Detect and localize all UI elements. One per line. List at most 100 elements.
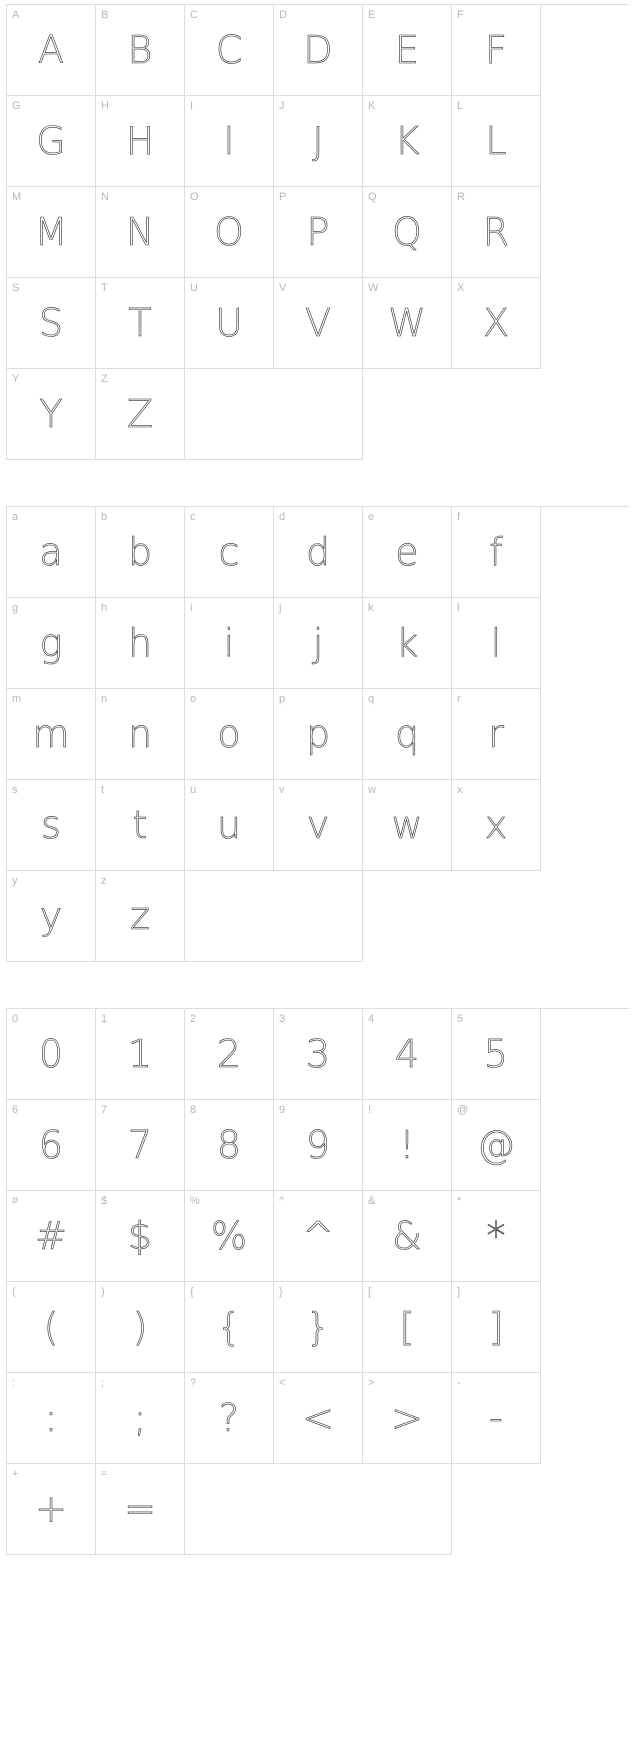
glyph-cell: == bbox=[96, 1464, 185, 1555]
glyph-cell: ff bbox=[452, 507, 541, 598]
cell-label: ; bbox=[101, 1377, 104, 1389]
cell-label: 5 bbox=[457, 1013, 463, 1025]
glyph: l bbox=[491, 624, 502, 662]
glyph-cell: ++ bbox=[7, 1464, 96, 1555]
section-numbers-symbols: 00112233445566778899!!@@##$$%%^^&&**(())… bbox=[6, 1008, 634, 1555]
cell-label: e bbox=[368, 511, 374, 523]
glyph-cell: >> bbox=[363, 1373, 452, 1464]
cell-label: C bbox=[190, 9, 198, 21]
cell-label: c bbox=[190, 511, 196, 523]
glyph-cell: WW bbox=[363, 278, 452, 369]
cell-label: 1 bbox=[101, 1013, 107, 1025]
glyph-cell: ee bbox=[363, 507, 452, 598]
glyph: @ bbox=[477, 1126, 515, 1164]
cell-label: H bbox=[101, 100, 109, 112]
section-lowercase: aabbccddeeffgghhiijjkkllmmnnooppqqrrsstt… bbox=[6, 506, 634, 962]
glyph: 1 bbox=[128, 1035, 152, 1073]
glyph-cell: FF bbox=[452, 5, 541, 96]
glyph: 6 bbox=[39, 1126, 63, 1164]
cell-label: n bbox=[101, 693, 107, 705]
cell-label: W bbox=[368, 282, 378, 294]
cell-label: a bbox=[12, 511, 18, 523]
glyph-cell: tt bbox=[96, 780, 185, 871]
glyph-cell: NN bbox=[96, 187, 185, 278]
cell-label: Q bbox=[368, 191, 377, 203]
glyph: h bbox=[128, 624, 152, 662]
glyph-cell: EE bbox=[363, 5, 452, 96]
cell-label: # bbox=[12, 1195, 18, 1207]
cell-label: 0 bbox=[12, 1013, 18, 1025]
cell-label: 4 bbox=[368, 1013, 374, 1025]
cell-label: G bbox=[12, 100, 21, 112]
glyph-cell: }} bbox=[274, 1282, 363, 1373]
glyph-cell: 66 bbox=[7, 1100, 96, 1191]
glyph: x bbox=[485, 806, 508, 844]
cell-label: + bbox=[12, 1468, 18, 1480]
glyph-cell: kk bbox=[363, 598, 452, 689]
glyph: u bbox=[217, 806, 241, 844]
glyph-cell: ]] bbox=[452, 1282, 541, 1373]
cell-label: S bbox=[12, 282, 19, 294]
glyph-cell: qq bbox=[363, 689, 452, 780]
glyph: Y bbox=[39, 395, 62, 433]
glyph: 5 bbox=[484, 1035, 508, 1073]
cell-label: V bbox=[279, 282, 286, 294]
cell-label: * bbox=[457, 1195, 461, 1207]
glyph: * bbox=[487, 1217, 506, 1255]
cell-label: Z bbox=[101, 373, 108, 385]
glyph-cell: ss bbox=[7, 780, 96, 871]
glyph-cell: LL bbox=[452, 96, 541, 187]
glyph: G bbox=[36, 122, 65, 160]
cell-label: b bbox=[101, 511, 107, 523]
glyph-cell: zz bbox=[96, 871, 185, 962]
glyph-cell: XX bbox=[452, 278, 541, 369]
glyph-cell: oo bbox=[185, 689, 274, 780]
cell-label: < bbox=[279, 1377, 285, 1389]
glyph-cell: )) bbox=[96, 1282, 185, 1373]
glyph-cell: TT bbox=[96, 278, 185, 369]
glyph-cell: 00 bbox=[7, 1009, 96, 1100]
cell-label: % bbox=[190, 1195, 200, 1207]
section-uppercase: AABBCCDDEEFFGGHHIIJJKKLLMMNNOOPPQQRRSSTT… bbox=[6, 4, 634, 460]
glyph: Z bbox=[127, 395, 153, 433]
cell-label: x bbox=[457, 784, 463, 796]
glyph-cell: CC bbox=[185, 5, 274, 96]
cell-label: h bbox=[101, 602, 107, 614]
cell-label: u bbox=[190, 784, 196, 796]
glyph: & bbox=[392, 1217, 422, 1255]
cell-label: ^ bbox=[279, 1195, 284, 1207]
glyph: T bbox=[128, 304, 151, 342]
glyph: R bbox=[483, 213, 509, 251]
row-remainder-stub bbox=[185, 871, 363, 962]
cell-label: K bbox=[368, 100, 375, 112]
glyph-cell: [[ bbox=[363, 1282, 452, 1373]
glyph-cell: {{ bbox=[185, 1282, 274, 1373]
cell-label: g bbox=[12, 602, 18, 614]
cell-label: o bbox=[190, 693, 196, 705]
glyph-grid: aabbccddeeffgghhiijjkkllmmnnooppqqrrsstt… bbox=[6, 506, 629, 962]
glyph: < bbox=[302, 1399, 334, 1437]
glyph: c bbox=[219, 533, 240, 571]
cell-label: t bbox=[101, 784, 104, 796]
glyph: } bbox=[306, 1308, 330, 1346]
glyph-cell: 99 bbox=[274, 1100, 363, 1191]
glyph-cell: 44 bbox=[363, 1009, 452, 1100]
glyph: % bbox=[211, 1217, 247, 1255]
cell-label: i bbox=[190, 602, 192, 614]
glyph: n bbox=[128, 715, 152, 753]
cell-label: J bbox=[279, 100, 285, 112]
glyph-cell: << bbox=[274, 1373, 363, 1464]
glyph-cell: OO bbox=[185, 187, 274, 278]
glyph: ^ bbox=[302, 1217, 334, 1255]
glyph-cell: 55 bbox=[452, 1009, 541, 1100]
glyph: 8 bbox=[217, 1126, 241, 1164]
glyph-cell: bb bbox=[96, 507, 185, 598]
cell-label: = bbox=[101, 1468, 107, 1480]
glyph-cell: %% bbox=[185, 1191, 274, 1282]
glyph-cell: -- bbox=[452, 1373, 541, 1464]
cell-label: D bbox=[279, 9, 287, 21]
glyph: F bbox=[485, 31, 507, 69]
cell-label: & bbox=[368, 1195, 375, 1207]
cell-label: d bbox=[279, 511, 285, 523]
glyph: S bbox=[39, 304, 63, 342]
